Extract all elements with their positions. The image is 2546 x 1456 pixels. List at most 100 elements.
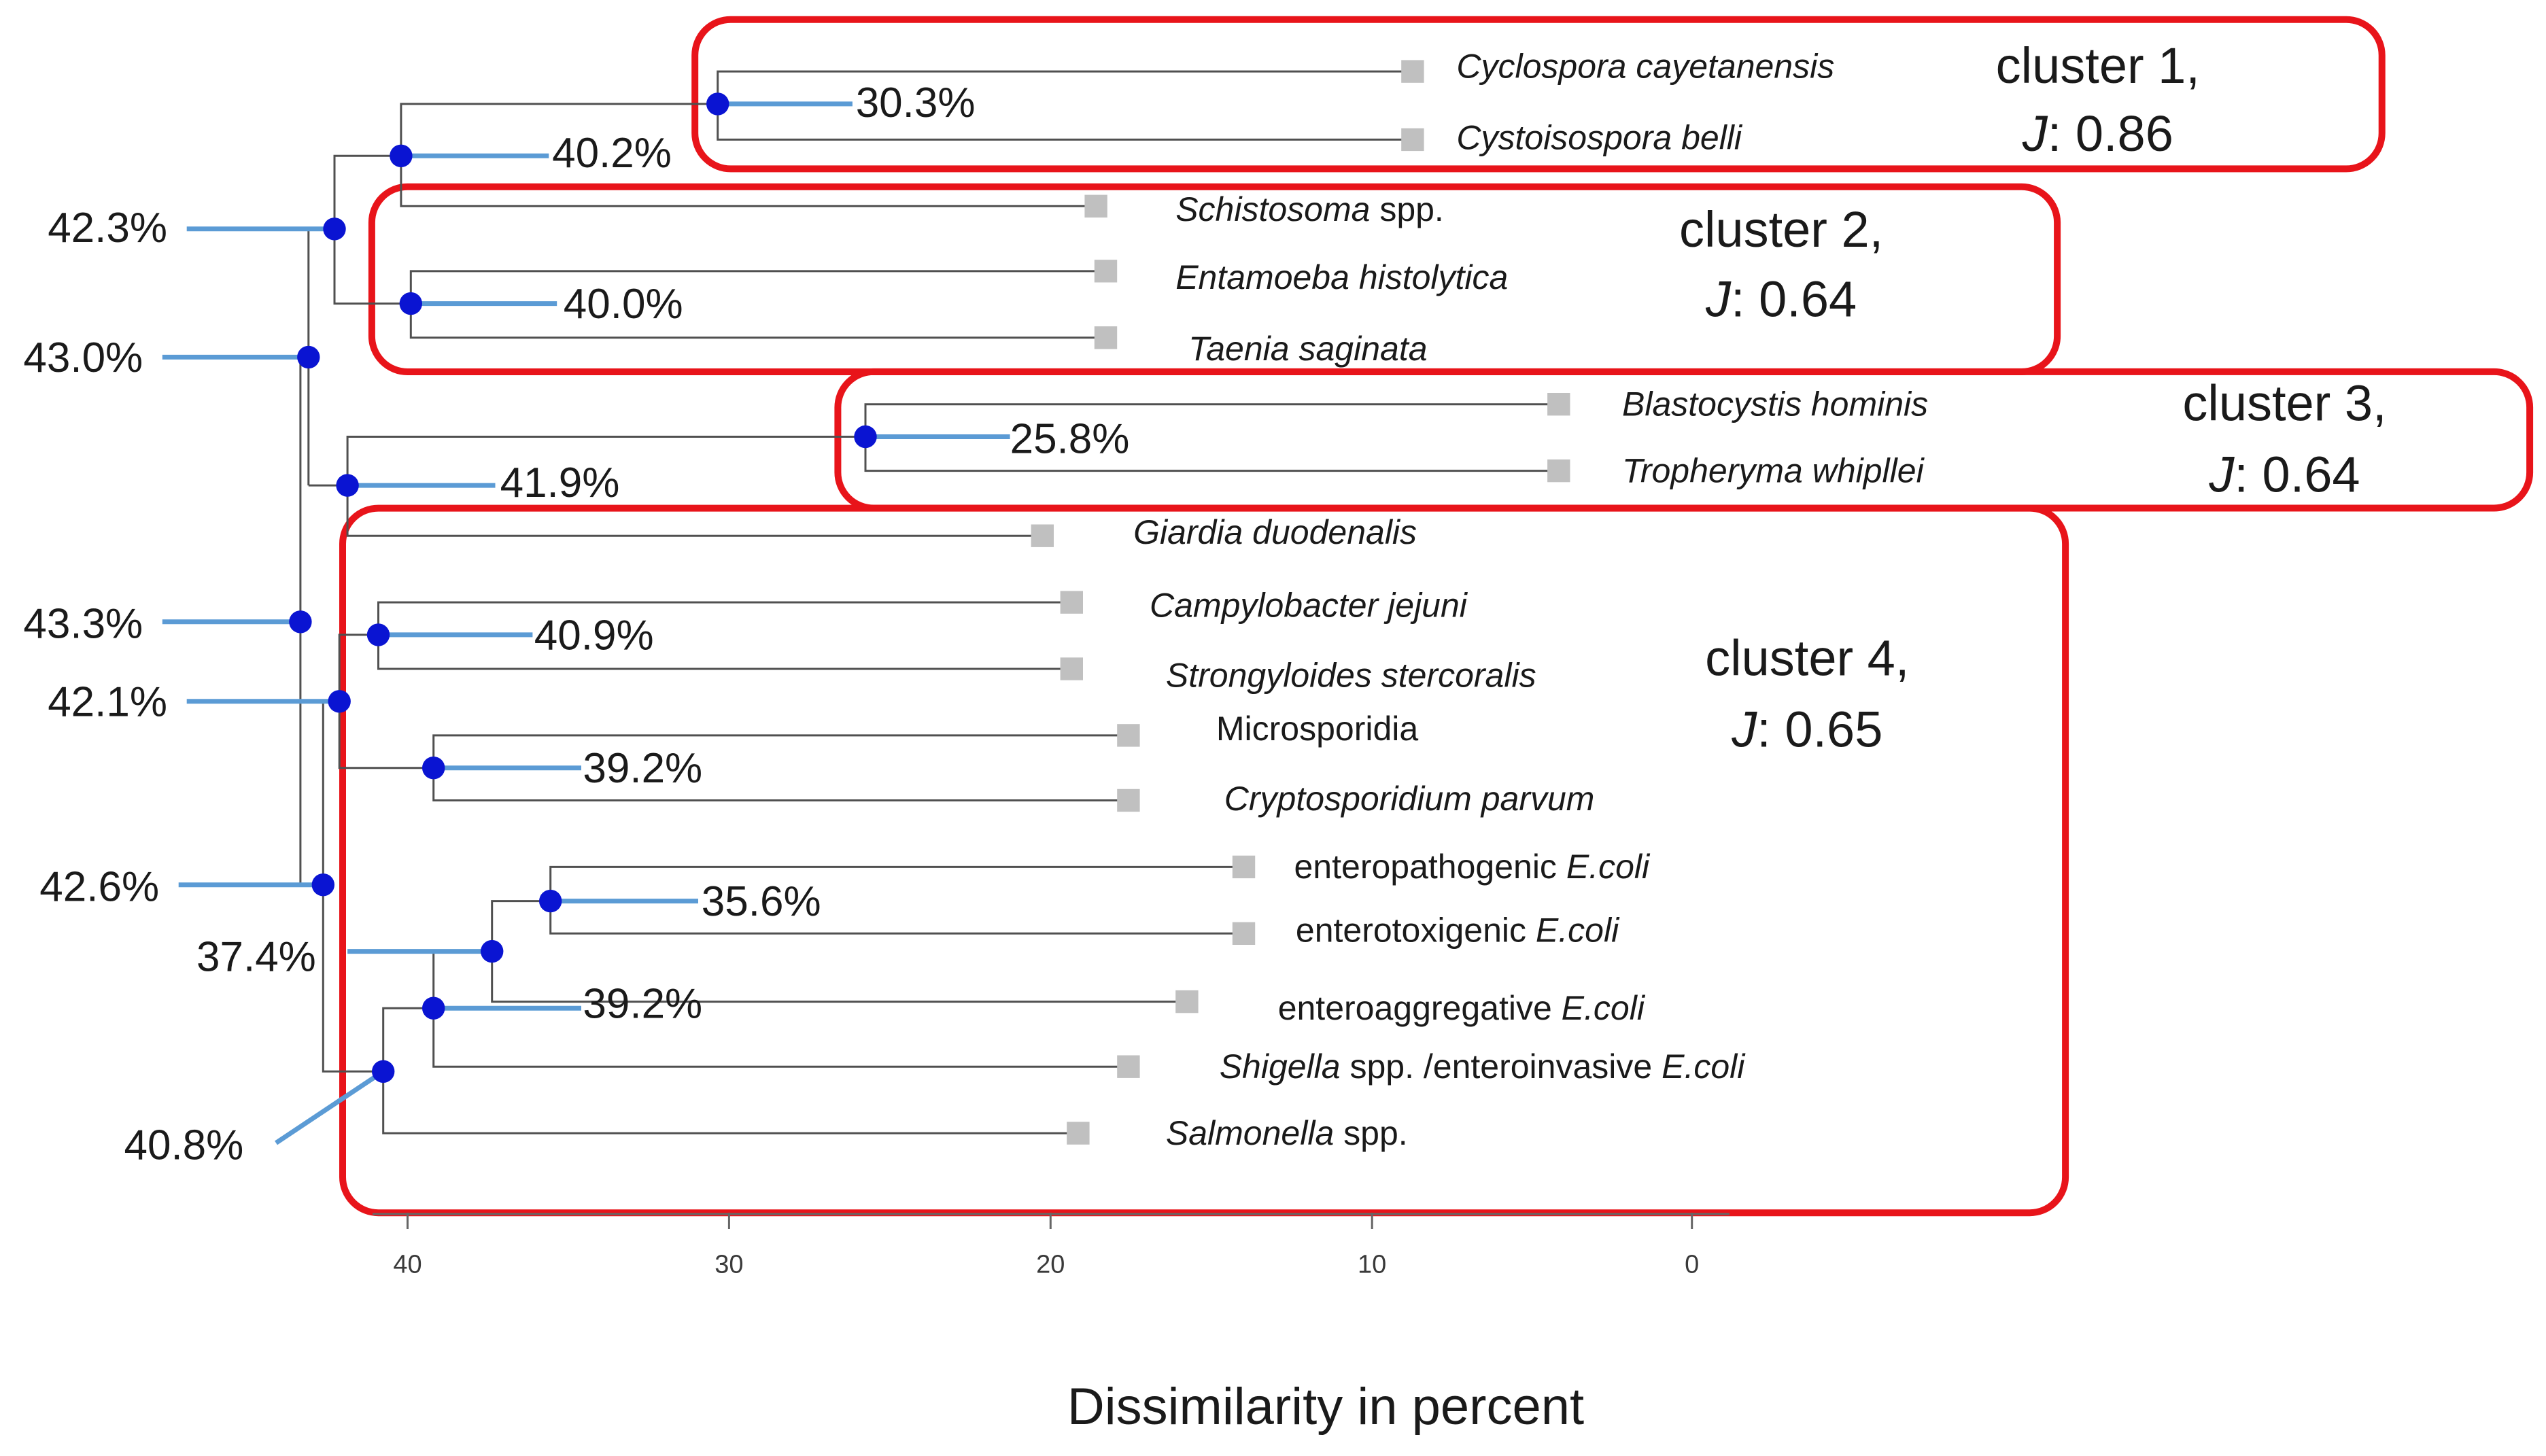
node-dot (481, 939, 504, 963)
leaf-marker (1094, 260, 1118, 283)
node-dot (854, 425, 877, 449)
leaf-label-etec: enterotoxigenic E.coli (1296, 911, 1620, 949)
node-dot (311, 873, 334, 897)
node-label-n_eaec: 39.2% (583, 981, 702, 1028)
cluster-4-box (339, 504, 2069, 1217)
node-label-n_cyclo: 30.3% (856, 80, 976, 126)
leaf-label-part: Campylobacter jejuni (1150, 587, 1468, 625)
node-label-n_salm: 40.8% (124, 1122, 243, 1168)
leaf-label-part: Strongyloides stercoralis (1166, 656, 1536, 694)
leaf-label-part: Taenia saginata (1188, 330, 1427, 368)
cluster-1-title: cluster 1, (1996, 37, 2200, 94)
x-tick-label: 20 (1036, 1251, 1065, 1279)
callout-line (275, 1069, 385, 1145)
node-label-n_giardia: 41.9% (500, 460, 620, 506)
jaccard-symbol: J (2208, 447, 2235, 503)
leaf-markers (1031, 60, 1570, 1145)
leaf-label-microsporidia: Microsporidia (1216, 710, 1419, 748)
leaf-label-part: Microsporidia (1216, 710, 1419, 748)
x-tick-label: 30 (715, 1251, 743, 1279)
branch (382, 1007, 1078, 1134)
leaf-label-part: E.coli (1662, 1047, 1746, 1086)
branch (338, 634, 434, 769)
node-label-n_c4b: 42.6% (39, 864, 159, 911)
cluster-3-jaccard: J: 0.64 (2208, 447, 2360, 503)
cluster-1-box (691, 16, 2386, 173)
node-dot (336, 474, 359, 497)
x-axis: Dissimilarity in percent 40 30 20 10 0 (373, 1213, 1730, 1436)
leaf-label-part: E.coli (1566, 848, 1651, 886)
x-tick-label: 10 (1358, 1251, 1386, 1279)
leaf-marker (1094, 326, 1118, 349)
node-dot (399, 292, 422, 315)
leaf-label-cryptosporidium: Cryptosporidium parvum (1224, 780, 1595, 818)
leaf-label-part: Tropheryma whipllei (1622, 451, 1925, 489)
node-dot (289, 610, 312, 634)
x-axis-title: Dissimilarity in percent (1067, 1378, 1584, 1436)
leaf-marker (1031, 524, 1054, 547)
leaf-label-part: Schistosoma (1175, 190, 1370, 228)
node-dot (390, 144, 413, 167)
leaf-label-salmonella: Salmonella spp. (1166, 1114, 1408, 1152)
node-label-n_ecoli2: 37.4% (196, 933, 316, 980)
node-label-n_top: 42.3% (48, 205, 167, 252)
node-label-n_micro: 39.2% (583, 745, 702, 792)
node-dot (366, 623, 390, 646)
node-percent-labels: 30.3% 40.2% 42.3% 40.0% 43.0% 25.8% 41.9% 43.3%… (23, 80, 1129, 1168)
jaccard-symbol: J (1705, 271, 1732, 328)
cluster-3-title: cluster 3, (2182, 375, 2386, 432)
leaf-label-part: Cyclospora cayetanensis (1456, 48, 1834, 86)
leaf-label-part: enteroaggregative (1278, 989, 1562, 1027)
node-label-n_blasto: 25.8% (1010, 415, 1130, 462)
node-markers (289, 92, 877, 1084)
leaf-marker (1117, 788, 1140, 812)
node-label-n_campy: 40.9% (534, 612, 654, 659)
leaf-label-part: E.coli (1562, 989, 1646, 1027)
x-tick-label: 40 (393, 1251, 422, 1279)
leaf-label-tropheryma: Tropheryma whipllei (1622, 451, 1925, 489)
leaf-label-cyclospora: Cyclospora cayetanensis (1456, 48, 1834, 86)
leaf-label-part: E.coli (1536, 911, 1620, 949)
cluster-1-jaccard: J: 0.86 (2022, 105, 2173, 162)
leaf-marker (1401, 128, 1424, 152)
jaccard-value: : 0.64 (2234, 447, 2360, 503)
leaf-label-schistosoma: Schistosoma spp. (1175, 190, 1444, 228)
leaf-label-part: Cystoisospora belli (1456, 119, 1743, 157)
leaf-label-blastocystis: Blastocystis hominis (1622, 385, 1928, 423)
leaf-marker (1060, 591, 1083, 614)
leaf-marker (1117, 724, 1140, 747)
leaf-labels: Cyclospora cayetanensis Cystoisospora bel… (1133, 48, 1928, 1152)
jaccard-value: : 0.86 (2048, 105, 2173, 162)
leaf-marker (1117, 1055, 1140, 1078)
leaf-label-part: Giardia duodenalis (1133, 513, 1417, 551)
leaf-marker (1067, 1122, 1090, 1145)
leaf-label-part: Blastocystis hominis (1622, 385, 1928, 423)
node-label-n_ent: 40.0% (564, 281, 683, 328)
node-dot (422, 996, 445, 1020)
node-dot (328, 690, 351, 713)
cluster-boxes (339, 16, 2534, 1217)
leaf-label-epec: enteropathogenic E.coli (1294, 848, 1651, 886)
node-label-n_ecoli: 35.6% (702, 878, 821, 925)
node-label-n_c1: 40.2% (552, 130, 672, 177)
cluster-4-title: cluster 4, (1705, 630, 1909, 687)
leaf-label-part: Shigella (1220, 1047, 1341, 1086)
leaf-label-strongyloides: Strongyloides stercoralis (1166, 656, 1536, 694)
node-dot (297, 345, 320, 369)
cluster-4-jaccard: J: 0.65 (1731, 701, 1882, 758)
leaf-label-eaec: enteroaggregative E.coli (1278, 989, 1646, 1027)
x-tick-label: 0 (1685, 1251, 1699, 1279)
leaf-label-part: spp. /enteroinvasive (1341, 1047, 1662, 1086)
jaccard-value: : 0.65 (1757, 701, 1882, 758)
leaf-label-part: enteropathogenic (1294, 848, 1566, 886)
leaf-marker (1060, 657, 1083, 680)
cluster-2-title: cluster 2, (1679, 201, 1883, 258)
jaccard-value: : 0.64 (1731, 271, 1857, 328)
leaf-label-part: enterotoxigenic (1296, 911, 1536, 949)
jaccard-symbol: J (1731, 701, 1757, 758)
leaf-label-shigella: Shigella spp. /enteroinvasive E.coli (1220, 1047, 1747, 1086)
leaf-marker (1547, 459, 1570, 483)
node-label-n_root: 43.3% (23, 601, 143, 648)
